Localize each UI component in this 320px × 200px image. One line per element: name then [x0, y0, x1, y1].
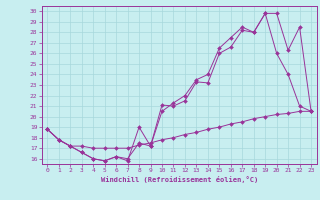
X-axis label: Windchill (Refroidissement éolien,°C): Windchill (Refroidissement éolien,°C) — [100, 176, 258, 183]
